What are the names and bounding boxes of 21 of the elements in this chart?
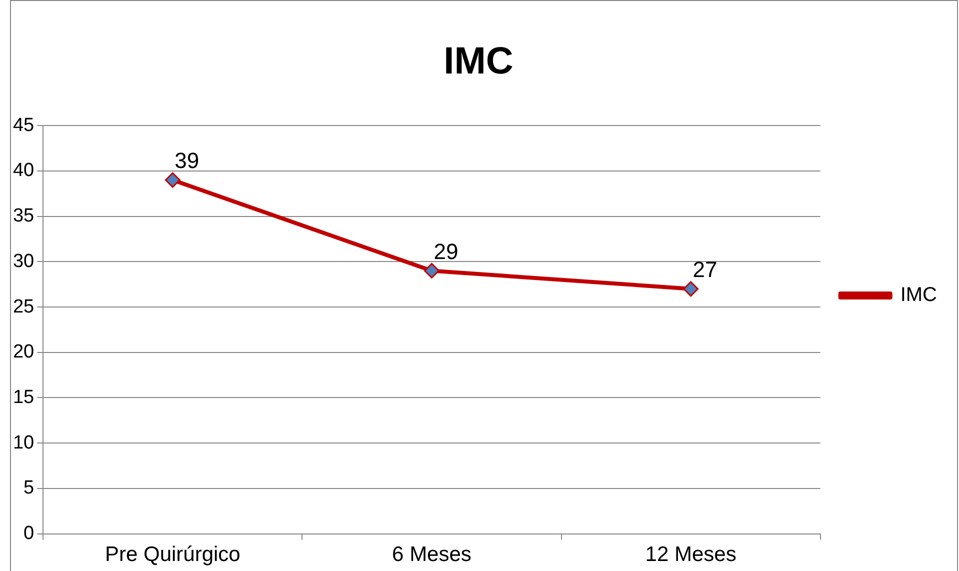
y-tick-label: 25	[12, 296, 34, 318]
y-tick-label: 15	[12, 386, 34, 408]
point	[424, 262, 440, 278]
data-label: 39	[174, 148, 200, 174]
data-label: 29	[434, 238, 458, 264]
legend-label: IMC	[900, 284, 938, 306]
y-tick-label: 45	[12, 114, 34, 136]
data-label: 27	[692, 256, 718, 282]
x-tick-label: 6 Meses	[392, 543, 472, 566]
y-tick-label: 5	[24, 478, 34, 499]
x-tick-label: Pre Quirúrgico	[104, 543, 240, 566]
y-tick-label: 0	[24, 523, 34, 544]
y-tick-label: 20	[12, 342, 34, 363]
y-tick-label: 40	[12, 160, 34, 182]
point	[164, 172, 180, 188]
point	[683, 281, 699, 297]
x-tick-label: 12 Meses	[645, 543, 736, 566]
chart-title: IMC	[444, 40, 514, 82]
y-tick-label: 35	[12, 206, 34, 227]
y-tick-label: 30	[12, 250, 34, 272]
y-tick-label: 10	[12, 432, 34, 454]
